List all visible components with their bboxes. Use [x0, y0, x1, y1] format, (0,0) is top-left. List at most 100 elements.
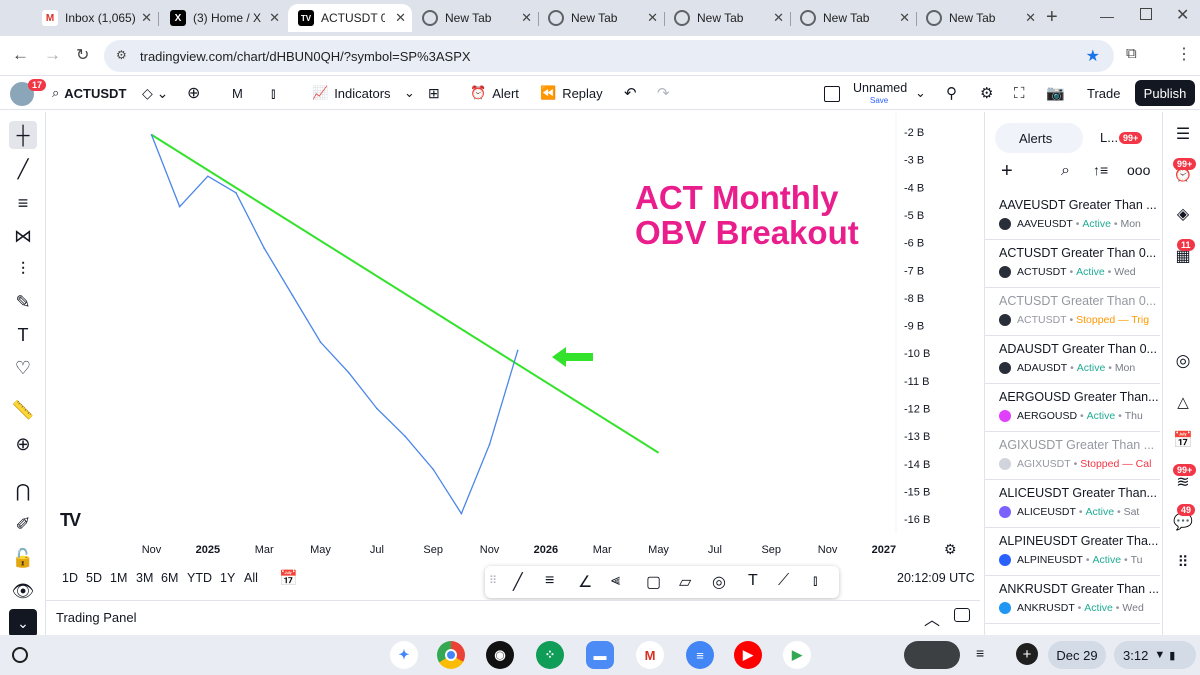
alert-item[interactable]: ACTUSDT Greater Than 0... ACTUSDT • Stop…: [985, 288, 1160, 336]
layout-name[interactable]: Unnamed: [853, 81, 908, 95]
range-button[interactable]: 1Y: [220, 571, 236, 585]
alert-button[interactable]: ⏰ Alert: [470, 76, 519, 110]
parallelogram-icon[interactable]: ▱: [679, 574, 692, 591]
layout-grid-icon[interactable]: ⊞: [428, 84, 440, 101]
site-info-icon[interactable]: ⚙: [116, 48, 127, 62]
search-icon[interactable]: ⌕: [1061, 162, 1070, 179]
ruler-icon[interactable]: 📏: [11, 399, 35, 420]
maximize-panel-icon[interactable]: [954, 608, 970, 622]
alert-item[interactable]: ACTUSDT Greater Than 0... ACTUSDT • Acti…: [985, 240, 1160, 288]
tab-alerts[interactable]: Alerts: [995, 123, 1083, 153]
camera-icon[interactable]: 📷: [1046, 85, 1065, 102]
alert-item[interactable]: AERGOUSD Greater Than... AERGOUSD • Acti…: [985, 384, 1160, 432]
alert-item[interactable]: ALICEUSDT Greater Than... ALICEUSDT • Ac…: [985, 480, 1160, 528]
zoom-in-icon[interactable]: ⊕: [15, 433, 31, 454]
range-button[interactable]: 3M: [136, 571, 154, 585]
alarm-icon[interactable]: ⏰: [1173, 166, 1193, 183]
alert-item[interactable]: AAVEUSDT Greater Than ... AAVEUSDT • Act…: [985, 192, 1160, 240]
bookmark-star-icon[interactable]: ★: [1085, 48, 1100, 65]
forecast-tool-icon[interactable]: ⫶: [20, 258, 26, 279]
add-symbol-icon[interactable]: ⊕: [187, 85, 201, 102]
economic-calendar-icon[interactable]: 📅: [1173, 432, 1193, 449]
indicators-button[interactable]: 📈 Indicators: [312, 76, 391, 110]
date-pill[interactable]: Dec 29: [1048, 641, 1106, 669]
chevron-down-icon[interactable]: ⌄: [915, 85, 926, 100]
browser-tab-new[interactable]: New Tab ✕: [664, 4, 790, 32]
ideas-icon[interactable]: △: [1177, 394, 1189, 411]
lock-drawing-icon[interactable]: ✐: [15, 513, 31, 534]
notes-icon[interactable]: ≡: [976, 645, 985, 661]
eye-icon[interactable]: 👁: [11, 580, 35, 601]
trading-panel-label[interactable]: Trading Panel: [56, 610, 137, 625]
crosshair-icon[interactable]: ┼: [9, 121, 37, 149]
add-alert-icon[interactable]: +: [1001, 160, 1013, 182]
range-button[interactable]: 6M: [161, 571, 179, 585]
calendar-icon[interactable]: ▦: [1175, 248, 1191, 265]
browser-tab-new[interactable]: New Tab ✕: [412, 4, 538, 32]
browser-tab-tradingview[interactable]: TV ACTUSDT 0.0 ✕: [288, 4, 412, 32]
chevron-up-icon[interactable]: ︿: [924, 612, 941, 629]
browser-tab-new[interactable]: New Tab ✕: [916, 4, 1042, 32]
recent-apps-thumbnail[interactable]: [904, 641, 960, 669]
alert-item[interactable]: ADAUSDT Greater Than 0... ADAUSDT • Acti…: [985, 336, 1160, 384]
browser-tab-x[interactable]: X (3) Home / X ✕: [160, 4, 286, 32]
close-icon[interactable]: ✕: [269, 10, 280, 25]
settings-icon[interactable]: ⚙: [980, 85, 994, 102]
launcher-icon[interactable]: [12, 647, 28, 663]
brush-tool-icon[interactable]: ✎: [15, 291, 31, 312]
close-window-icon[interactable]: ✕: [1176, 7, 1190, 24]
chart-area[interactable]: -2 B -3 B -4 B -5 B -6 B -7 B -8 B -9 B -10 B -11…: [48, 113, 978, 565]
new-tab-button[interactable]: +: [1046, 6, 1058, 28]
back-icon[interactable]: ←: [12, 45, 29, 64]
clock-time[interactable]: 20:12:09 UTC: [897, 571, 975, 585]
target-icon[interactable]: ◎: [1175, 351, 1191, 370]
symbol-search[interactable]: ⌕ ACTUSDT: [52, 76, 126, 110]
docs-app-icon[interactable]: ≡: [686, 641, 714, 669]
alert-item[interactable]: ALPINEUSDT Greater Tha... ALPINEUSDT • A…: [985, 528, 1160, 576]
replay-button[interactable]: ⏪ Replay: [540, 76, 603, 110]
rectangle-tool-icon[interactable]: ▢: [646, 574, 662, 591]
extensions-icon[interactable]: ⧉: [1126, 45, 1137, 62]
chat-icon[interactable]: 💬: [1173, 514, 1193, 531]
chart-annotation[interactable]: ACT Monthly OBV Breakout: [635, 180, 859, 250]
close-icon[interactable]: ✕: [647, 10, 658, 25]
watchlist-icon[interactable]: ☰: [1175, 126, 1191, 143]
candles-icon[interactable]: ⫾: [271, 84, 276, 101]
range-button[interactable]: All: [244, 571, 258, 585]
fib-tool-icon[interactable]: ≡: [17, 192, 29, 213]
notifications-icon[interactable]: ≋: [1176, 474, 1190, 491]
forward-icon[interactable]: →: [44, 45, 61, 64]
chrome-app-icon[interactable]: [437, 641, 465, 669]
browser-tab-new[interactable]: New Tab ✕: [790, 4, 916, 32]
layout-icon[interactable]: [824, 86, 840, 102]
heart-icon[interactable]: ♡: [14, 357, 32, 378]
layers-icon[interactable]: ◈: [1176, 206, 1190, 223]
undo-icon[interactable]: ↶: [624, 85, 637, 102]
reload-icon[interactable]: ↻: [76, 47, 90, 64]
files-app-icon[interactable]: ▬: [586, 641, 614, 669]
trendline-tool-icon[interactable]: ╱: [17, 158, 29, 179]
text-tool-icon[interactable]: T: [748, 572, 758, 589]
chart-settings-icon[interactable]: ⚙: [944, 541, 957, 557]
drag-handle-icon[interactable]: ⠿: [489, 575, 498, 587]
youtube-app-icon[interactable]: ▶: [734, 641, 762, 669]
compare-dropdown[interactable]: ◇ ⌄: [142, 76, 168, 110]
range-button[interactable]: 5D: [86, 571, 102, 585]
browser-tab-gmail[interactable]: M Inbox (1,065) ✕: [32, 4, 158, 32]
long-position-icon[interactable]: ⟋: [778, 572, 790, 589]
chevron-down-icon[interactable]: ⌄: [404, 85, 415, 100]
status-tray[interactable]: 3:12 ▼ ▮: [1114, 641, 1196, 669]
publish-button[interactable]: Publish: [1135, 80, 1195, 106]
magnet-icon[interactable]: ⋂: [15, 480, 31, 501]
close-icon[interactable]: ✕: [1025, 10, 1036, 25]
close-icon[interactable]: ✕: [141, 10, 152, 25]
trendline-tool-icon[interactable]: ╱: [513, 574, 523, 591]
circle-tool-icon[interactable]: ◎: [712, 574, 726, 591]
app-grid-icon[interactable]: ⁘: [536, 641, 564, 669]
url-input[interactable]: ⚙ tradingview.com/chart/dHBUN0QH/?symbol…: [104, 40, 1114, 72]
maximize-icon[interactable]: [1140, 8, 1152, 20]
add-icon[interactable]: +: [1016, 643, 1038, 665]
fullscreen-icon[interactable]: ⛶: [1014, 84, 1025, 102]
range-button[interactable]: YTD: [187, 571, 212, 585]
redo-icon[interactable]: ↷: [657, 85, 670, 102]
